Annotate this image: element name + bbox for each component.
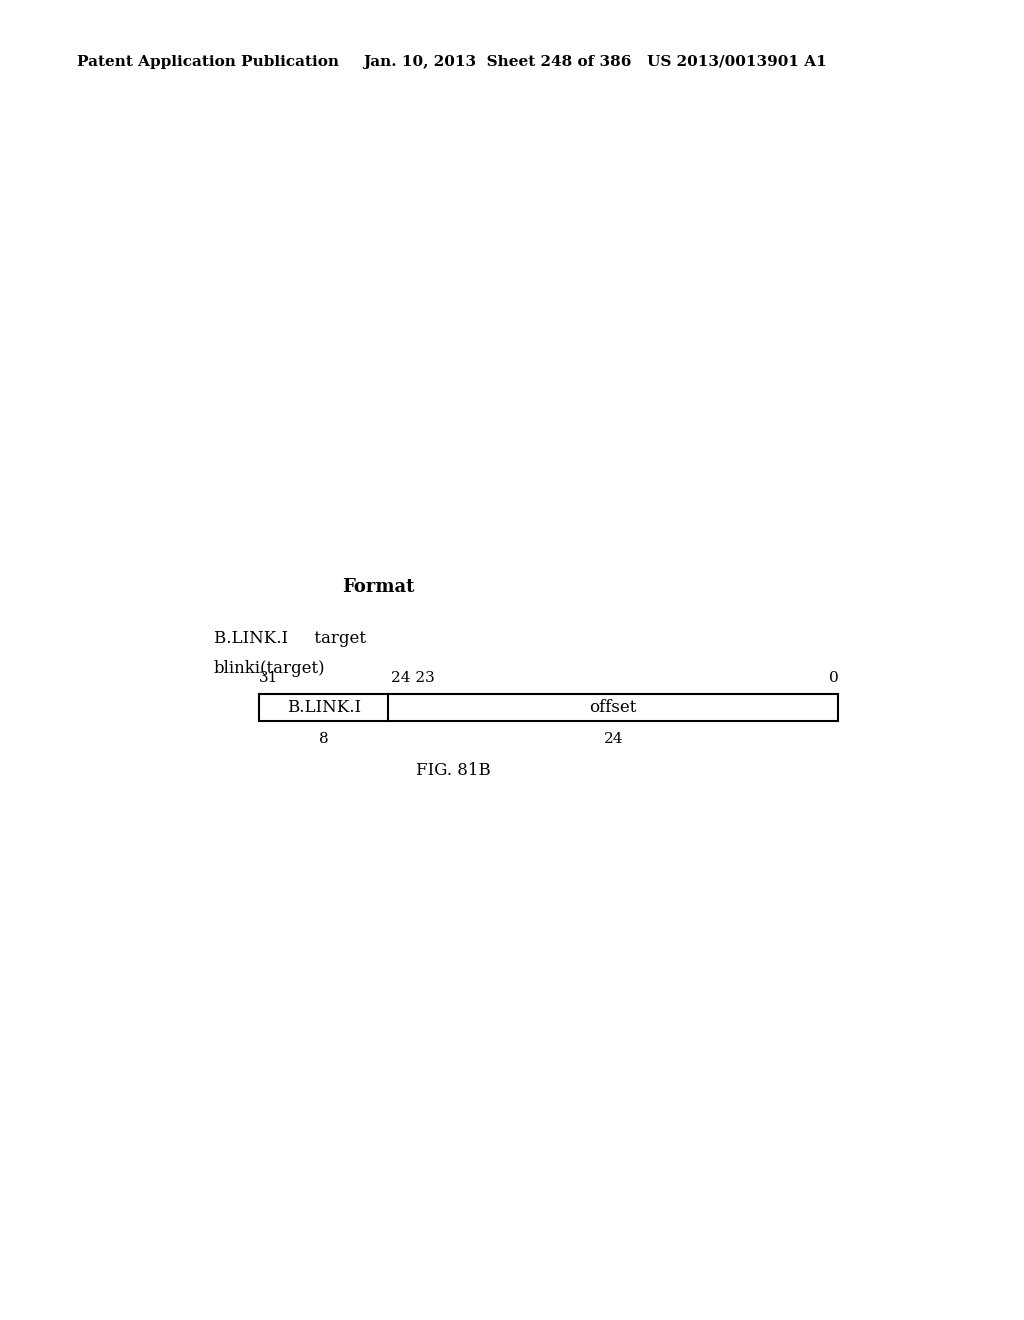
Text: blinki(target): blinki(target) xyxy=(214,660,326,677)
Text: FIG. 81B: FIG. 81B xyxy=(416,762,490,779)
Text: 8: 8 xyxy=(318,731,329,746)
Text: B.LINK.I: B.LINK.I xyxy=(287,700,360,715)
Text: Jan. 10, 2013  Sheet 248 of 386   US 2013/0013901 A1: Jan. 10, 2013 Sheet 248 of 386 US 2013/0… xyxy=(364,55,827,70)
Text: offset: offset xyxy=(590,700,637,715)
Text: B.LINK.I     target: B.LINK.I target xyxy=(214,630,366,647)
Text: Format: Format xyxy=(342,578,414,597)
Text: 0: 0 xyxy=(828,672,839,685)
Text: 24 23: 24 23 xyxy=(391,672,434,685)
Text: Patent Application Publication: Patent Application Publication xyxy=(77,55,339,70)
Bar xyxy=(259,693,839,722)
Text: 31: 31 xyxy=(259,672,279,685)
Text: 24: 24 xyxy=(603,731,623,746)
